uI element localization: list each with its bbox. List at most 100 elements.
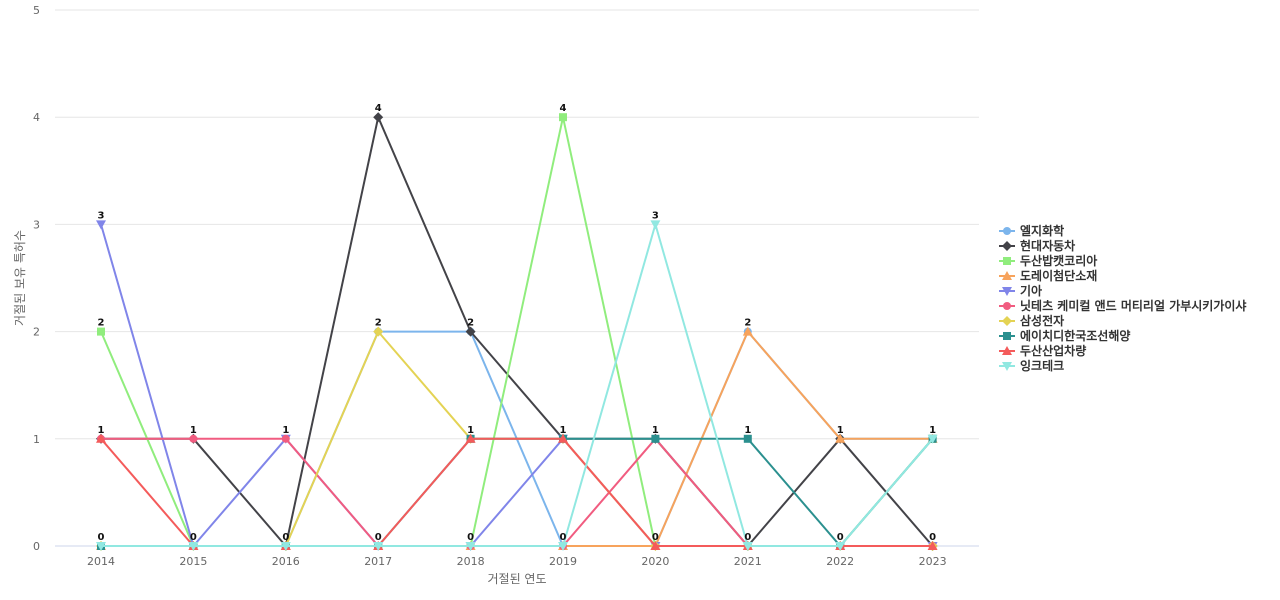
data-point bbox=[559, 113, 567, 122]
data-label: 3 bbox=[652, 210, 659, 221]
data-label: 0 bbox=[652, 532, 659, 543]
y-tick-label: 2 bbox=[33, 326, 40, 339]
data-label: 1 bbox=[652, 425, 659, 436]
data-label: 0 bbox=[190, 532, 197, 543]
series-line bbox=[101, 223, 934, 547]
x-tick-label: 2023 bbox=[919, 555, 947, 568]
legend-marker bbox=[1002, 287, 1012, 296]
data-point bbox=[97, 327, 105, 336]
grid-lines bbox=[55, 9, 979, 440]
legend-label: 기아 bbox=[1020, 283, 1042, 298]
series-group bbox=[96, 112, 938, 551]
legend-marker bbox=[1002, 346, 1012, 355]
legend-label: 에이치디한국조선해양 bbox=[1020, 328, 1130, 343]
x-tick-label: 2014 bbox=[87, 555, 115, 568]
data-point bbox=[835, 433, 846, 443]
legend-marker bbox=[1002, 362, 1012, 371]
x-tick-label: 2022 bbox=[826, 555, 854, 568]
data-point bbox=[96, 542, 106, 551]
y-tick-label: 1 bbox=[33, 433, 40, 446]
data-point bbox=[96, 220, 106, 230]
x-tick-label: 2018 bbox=[457, 555, 485, 568]
data-point bbox=[927, 541, 938, 550]
data-label: 1 bbox=[560, 425, 567, 436]
data-label: 4 bbox=[560, 103, 567, 114]
data-label: 1 bbox=[190, 425, 197, 436]
data-label: 0 bbox=[375, 532, 382, 543]
y-tick-label: 4 bbox=[33, 111, 40, 124]
data-label: 0 bbox=[929, 532, 936, 543]
data-point bbox=[465, 326, 476, 337]
x-tick-label: 2021 bbox=[734, 555, 762, 568]
data-labels: 3 2 1 0 1 0 1 0 4 2 0 2 1 0 4 1 0 3 1 0 2 1 0 1 0 1 0 bbox=[98, 103, 937, 543]
y-axis-ticks: 0 1 2 3 4 5 bbox=[33, 4, 40, 553]
legend-label: 현대자동차 bbox=[1020, 238, 1075, 253]
data-point bbox=[558, 433, 568, 443]
data-point bbox=[373, 326, 384, 337]
data-label: 3 bbox=[98, 210, 105, 221]
data-point bbox=[96, 433, 106, 443]
data-point bbox=[558, 542, 568, 551]
legend-marker bbox=[1003, 257, 1011, 265]
data-label: 1 bbox=[837, 425, 844, 436]
data-label: 2 bbox=[744, 318, 751, 329]
legend-item[interactable]: 현대자동차 bbox=[999, 238, 1075, 253]
x-tick-label: 2019 bbox=[549, 555, 577, 568]
data-point bbox=[280, 542, 291, 551]
data-point bbox=[835, 542, 846, 551]
legend-label: 두산밥캣코리아 bbox=[1020, 253, 1097, 268]
legend-label: 닛테츠 케미컬 앤드 머티리얼 가부시키가이샤 bbox=[1020, 298, 1246, 313]
legend-label: 도레이첨단소재 bbox=[1020, 268, 1097, 283]
data-point bbox=[281, 434, 290, 443]
legend-item[interactable]: 기아 bbox=[999, 283, 1042, 298]
data-point bbox=[742, 326, 753, 336]
legend-item[interactable]: 에이치디한국조선해양 bbox=[999, 328, 1130, 343]
legend-label: 잉크테크 bbox=[1020, 358, 1064, 373]
x-tick-label: 2016 bbox=[272, 555, 300, 568]
data-label: 1 bbox=[98, 425, 105, 436]
x-axis-title: 거절된 연도 bbox=[487, 572, 546, 586]
data-label: 0 bbox=[467, 532, 474, 543]
data-point bbox=[650, 541, 661, 550]
legend-item[interactable]: 두산산업차량 bbox=[999, 343, 1086, 358]
legend-item[interactable]: 두산밥캣코리아 bbox=[999, 253, 1097, 268]
legend-label: 엘지화학 bbox=[1020, 223, 1064, 238]
x-tick-label: 2015 bbox=[179, 555, 207, 568]
data-point bbox=[465, 542, 476, 551]
data-label: 1 bbox=[467, 425, 474, 436]
y-tick-label: 0 bbox=[33, 540, 40, 553]
data-point bbox=[650, 220, 661, 230]
y-tick-label: 3 bbox=[33, 218, 40, 231]
legend-marker bbox=[1003, 332, 1011, 340]
legend-item[interactable]: 삼성전자 bbox=[999, 313, 1064, 328]
data-point bbox=[465, 433, 476, 443]
data-label: 2 bbox=[375, 318, 382, 329]
data-label: 2 bbox=[467, 318, 474, 329]
legend-item[interactable]: 잉크테크 bbox=[999, 358, 1064, 373]
legend-marker bbox=[1002, 316, 1012, 326]
data-point bbox=[927, 434, 938, 444]
data-point bbox=[373, 112, 384, 123]
series-잉크테크 bbox=[96, 220, 938, 551]
data-point bbox=[743, 434, 752, 443]
y-axis-title: 거절된 보유 특허수 bbox=[13, 230, 27, 326]
y-tick-label: 5 bbox=[33, 4, 40, 17]
data-point bbox=[742, 542, 753, 551]
legend-item[interactable]: 도레이첨단소재 bbox=[999, 268, 1097, 283]
legend-item[interactable]: 닛테츠 케미컬 앤드 머티리얼 가부시키가이샤 bbox=[999, 298, 1246, 313]
data-label: 0 bbox=[98, 532, 105, 543]
legend-label: 두산산업차량 bbox=[1020, 343, 1086, 358]
legend-item[interactable]: 엘지화학 bbox=[999, 223, 1064, 238]
x-tick-label: 2020 bbox=[641, 555, 669, 568]
legend-label: 삼성전자 bbox=[1020, 313, 1064, 328]
data-label: 0 bbox=[560, 532, 567, 543]
data-point bbox=[373, 542, 384, 551]
data-label: 2 bbox=[98, 318, 105, 329]
x-tick-label: 2017 bbox=[364, 555, 392, 568]
data-label: 1 bbox=[929, 425, 936, 436]
legend-marker bbox=[1002, 241, 1012, 251]
legend-marker bbox=[1002, 271, 1012, 280]
